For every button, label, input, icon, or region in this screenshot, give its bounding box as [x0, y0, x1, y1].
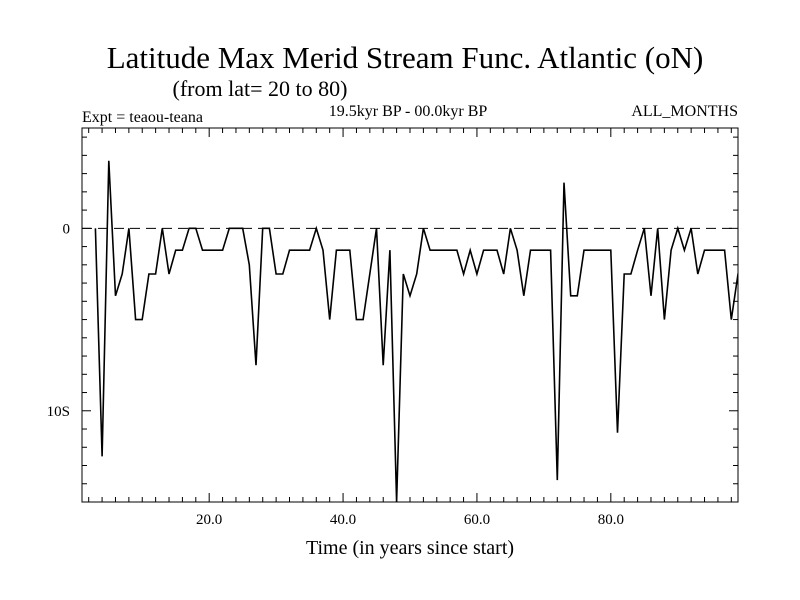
plot-frame	[81, 127, 739, 503]
x-tick-label: 20.0	[196, 512, 222, 528]
plot-area: 20.0 40.0 60.0 80.0 0 10S	[47, 127, 739, 528]
y-tick-label: 10S	[47, 404, 70, 420]
y-tick-label: 0	[63, 221, 71, 237]
chart-title: Latitude Max Merid Stream Func. Atlantic…	[107, 40, 704, 75]
series-line	[94, 160, 738, 502]
x-tick-label: 60.0	[464, 512, 490, 528]
chart-subtitle: (from lat= 20 to 80)	[173, 76, 348, 101]
x-tick-label: 80.0	[598, 512, 624, 528]
experiment-label: Expt = teaou-teana	[82, 109, 203, 126]
months-label: ALL_MONTHS	[631, 103, 738, 120]
x-axis-title: Time (in years since start)	[306, 537, 514, 559]
period-label: 19.5kyr BP - 00.0kyr BP	[329, 103, 488, 120]
x-tick-label: 40.0	[330, 512, 356, 528]
